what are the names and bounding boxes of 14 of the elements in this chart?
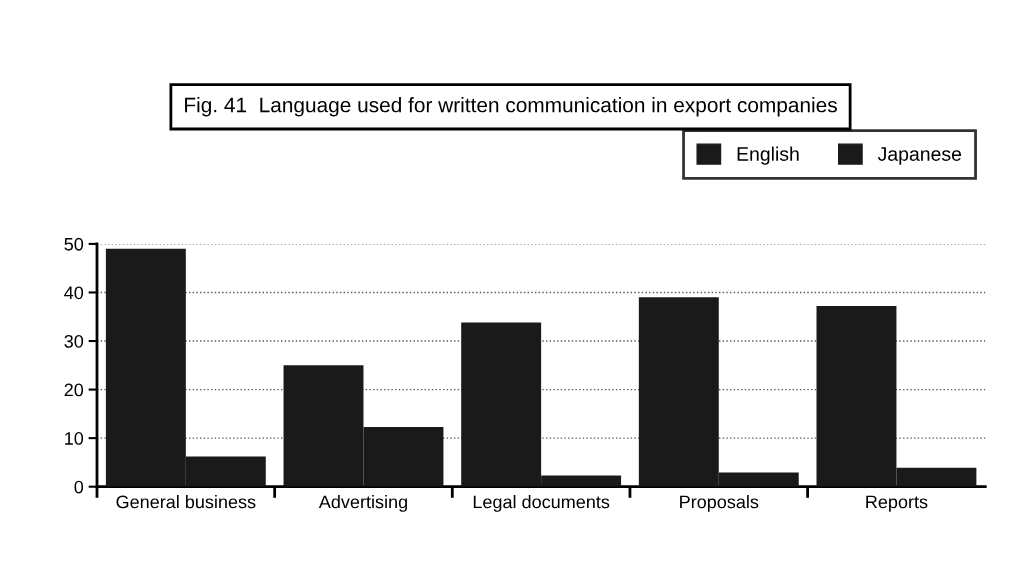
legend-label: English bbox=[737, 146, 799, 165]
chart-title: Fig. 41 Language used for written communication in export companies bbox=[185, 97, 837, 117]
x-tick-label: Proposals bbox=[680, 495, 759, 512]
x-tick-label: Advertising bbox=[318, 495, 407, 512]
y-tick-label: 10 bbox=[65, 432, 84, 445]
y-tick-label: 30 bbox=[64, 334, 84, 348]
legend-label: Japanese bbox=[877, 147, 962, 165]
x-tick-label: Reports bbox=[866, 495, 928, 512]
y-tick-label: 0 bbox=[74, 480, 84, 494]
x-tick-label: Legal documents bbox=[473, 495, 610, 512]
y-tick-label: 40 bbox=[64, 286, 84, 300]
y-tick-label: 50 bbox=[64, 237, 84, 251]
x-tick-label: General business bbox=[116, 495, 256, 509]
y-tick-label: 20 bbox=[64, 383, 84, 397]
